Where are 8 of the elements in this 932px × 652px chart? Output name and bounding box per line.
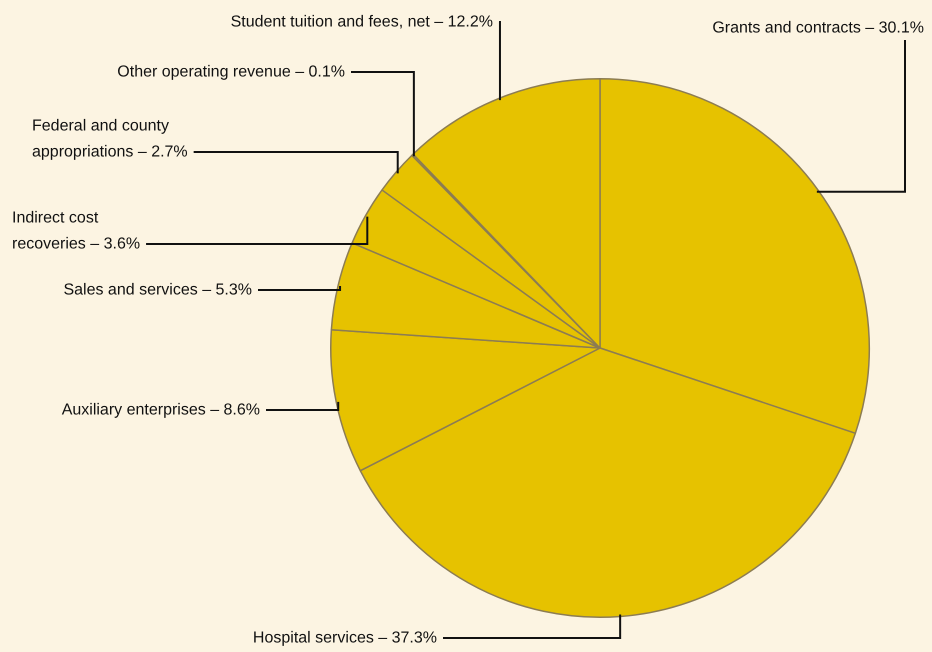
slice-label: Grants and contracts – 30.1%: [712, 19, 924, 36]
slice-label: Indirect cost recoveries – 3.6%: [12, 209, 140, 252]
slice-label: Other operating revenue – 0.1%: [117, 63, 345, 80]
slice-label: Student tuition and fees, net – 12.2%: [230, 13, 493, 30]
slice-label: Sales and services – 5.3%: [63, 281, 252, 298]
slice-label: Federal and county appropriations – 2.7%: [32, 117, 188, 160]
slice-label: Auxiliary enterprises – 8.6%: [62, 401, 260, 418]
slice-label: Hospital services – 37.3%: [252, 629, 437, 646]
